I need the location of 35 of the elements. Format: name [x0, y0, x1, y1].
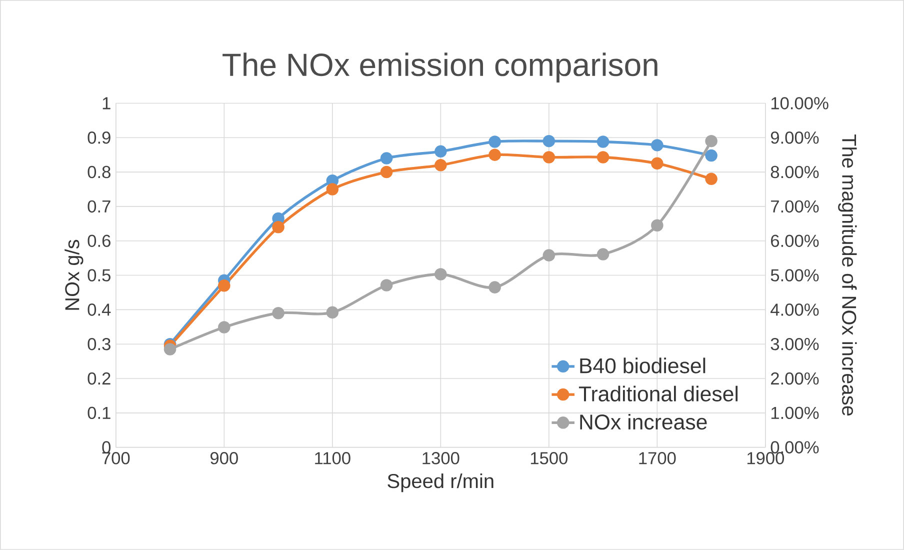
- x-tick-label: 900: [210, 452, 238, 464]
- y-tick-label: 0.8: [88, 166, 110, 178]
- y2-tick-label: 5.00%: [770, 269, 819, 282]
- y-tick-label: 0.2: [88, 372, 110, 385]
- y-tick-label: 0.6: [88, 234, 110, 248]
- x-tick-label: 1700: [639, 452, 676, 464]
- x-tick-label: 1300: [422, 452, 460, 464]
- y-tick-label: 0.9: [88, 132, 110, 144]
- y-tick-label: 0.1: [88, 406, 110, 420]
- y2-tick-label: 2.00%: [771, 372, 819, 385]
- legend-label: NOx increase: [580, 414, 707, 430]
- y2-tick-label: 8.00%: [770, 166, 819, 178]
- y2-tick-label: 7.00%: [771, 200, 819, 213]
- y-axis-title: NOx g/s: [64, 240, 84, 310]
- y2-tick-label: 4.00%: [770, 304, 819, 316]
- chart-title: The NOx emission comparison: [222, 52, 658, 83]
- y-tick-label: 0.3: [88, 338, 110, 350]
- x-axis-title: Speed r/min: [388, 474, 494, 492]
- y2-tick-label: 1.00%: [771, 406, 819, 420]
- y2-tick-label: 9.00%: [770, 132, 819, 144]
- y2-tick-label: 6.00%: [771, 234, 819, 248]
- y-tick-label: 1: [102, 97, 110, 110]
- y-tick-label: 0.7: [88, 200, 110, 213]
- x-tick-label: 1900: [747, 452, 784, 464]
- x-tick-label: 700: [102, 452, 130, 464]
- y2-tick-label: 3.00%: [770, 338, 819, 350]
- y-tick-label: 0.4: [88, 304, 111, 316]
- x-tick-label: 1500: [530, 452, 568, 464]
- y2-axis-title: The magnitude of NOx increase: [838, 134, 857, 416]
- legend-label: B40 biodiesel: [580, 358, 706, 374]
- y2-tick-label: 10.00%: [771, 97, 828, 110]
- legend-label: Traditional diesel: [578, 386, 738, 402]
- x-tick-label: 1100: [315, 452, 350, 464]
- y-tick-label: 0.5: [88, 269, 110, 282]
- y2-tick-label: 0.00%: [770, 441, 819, 454]
